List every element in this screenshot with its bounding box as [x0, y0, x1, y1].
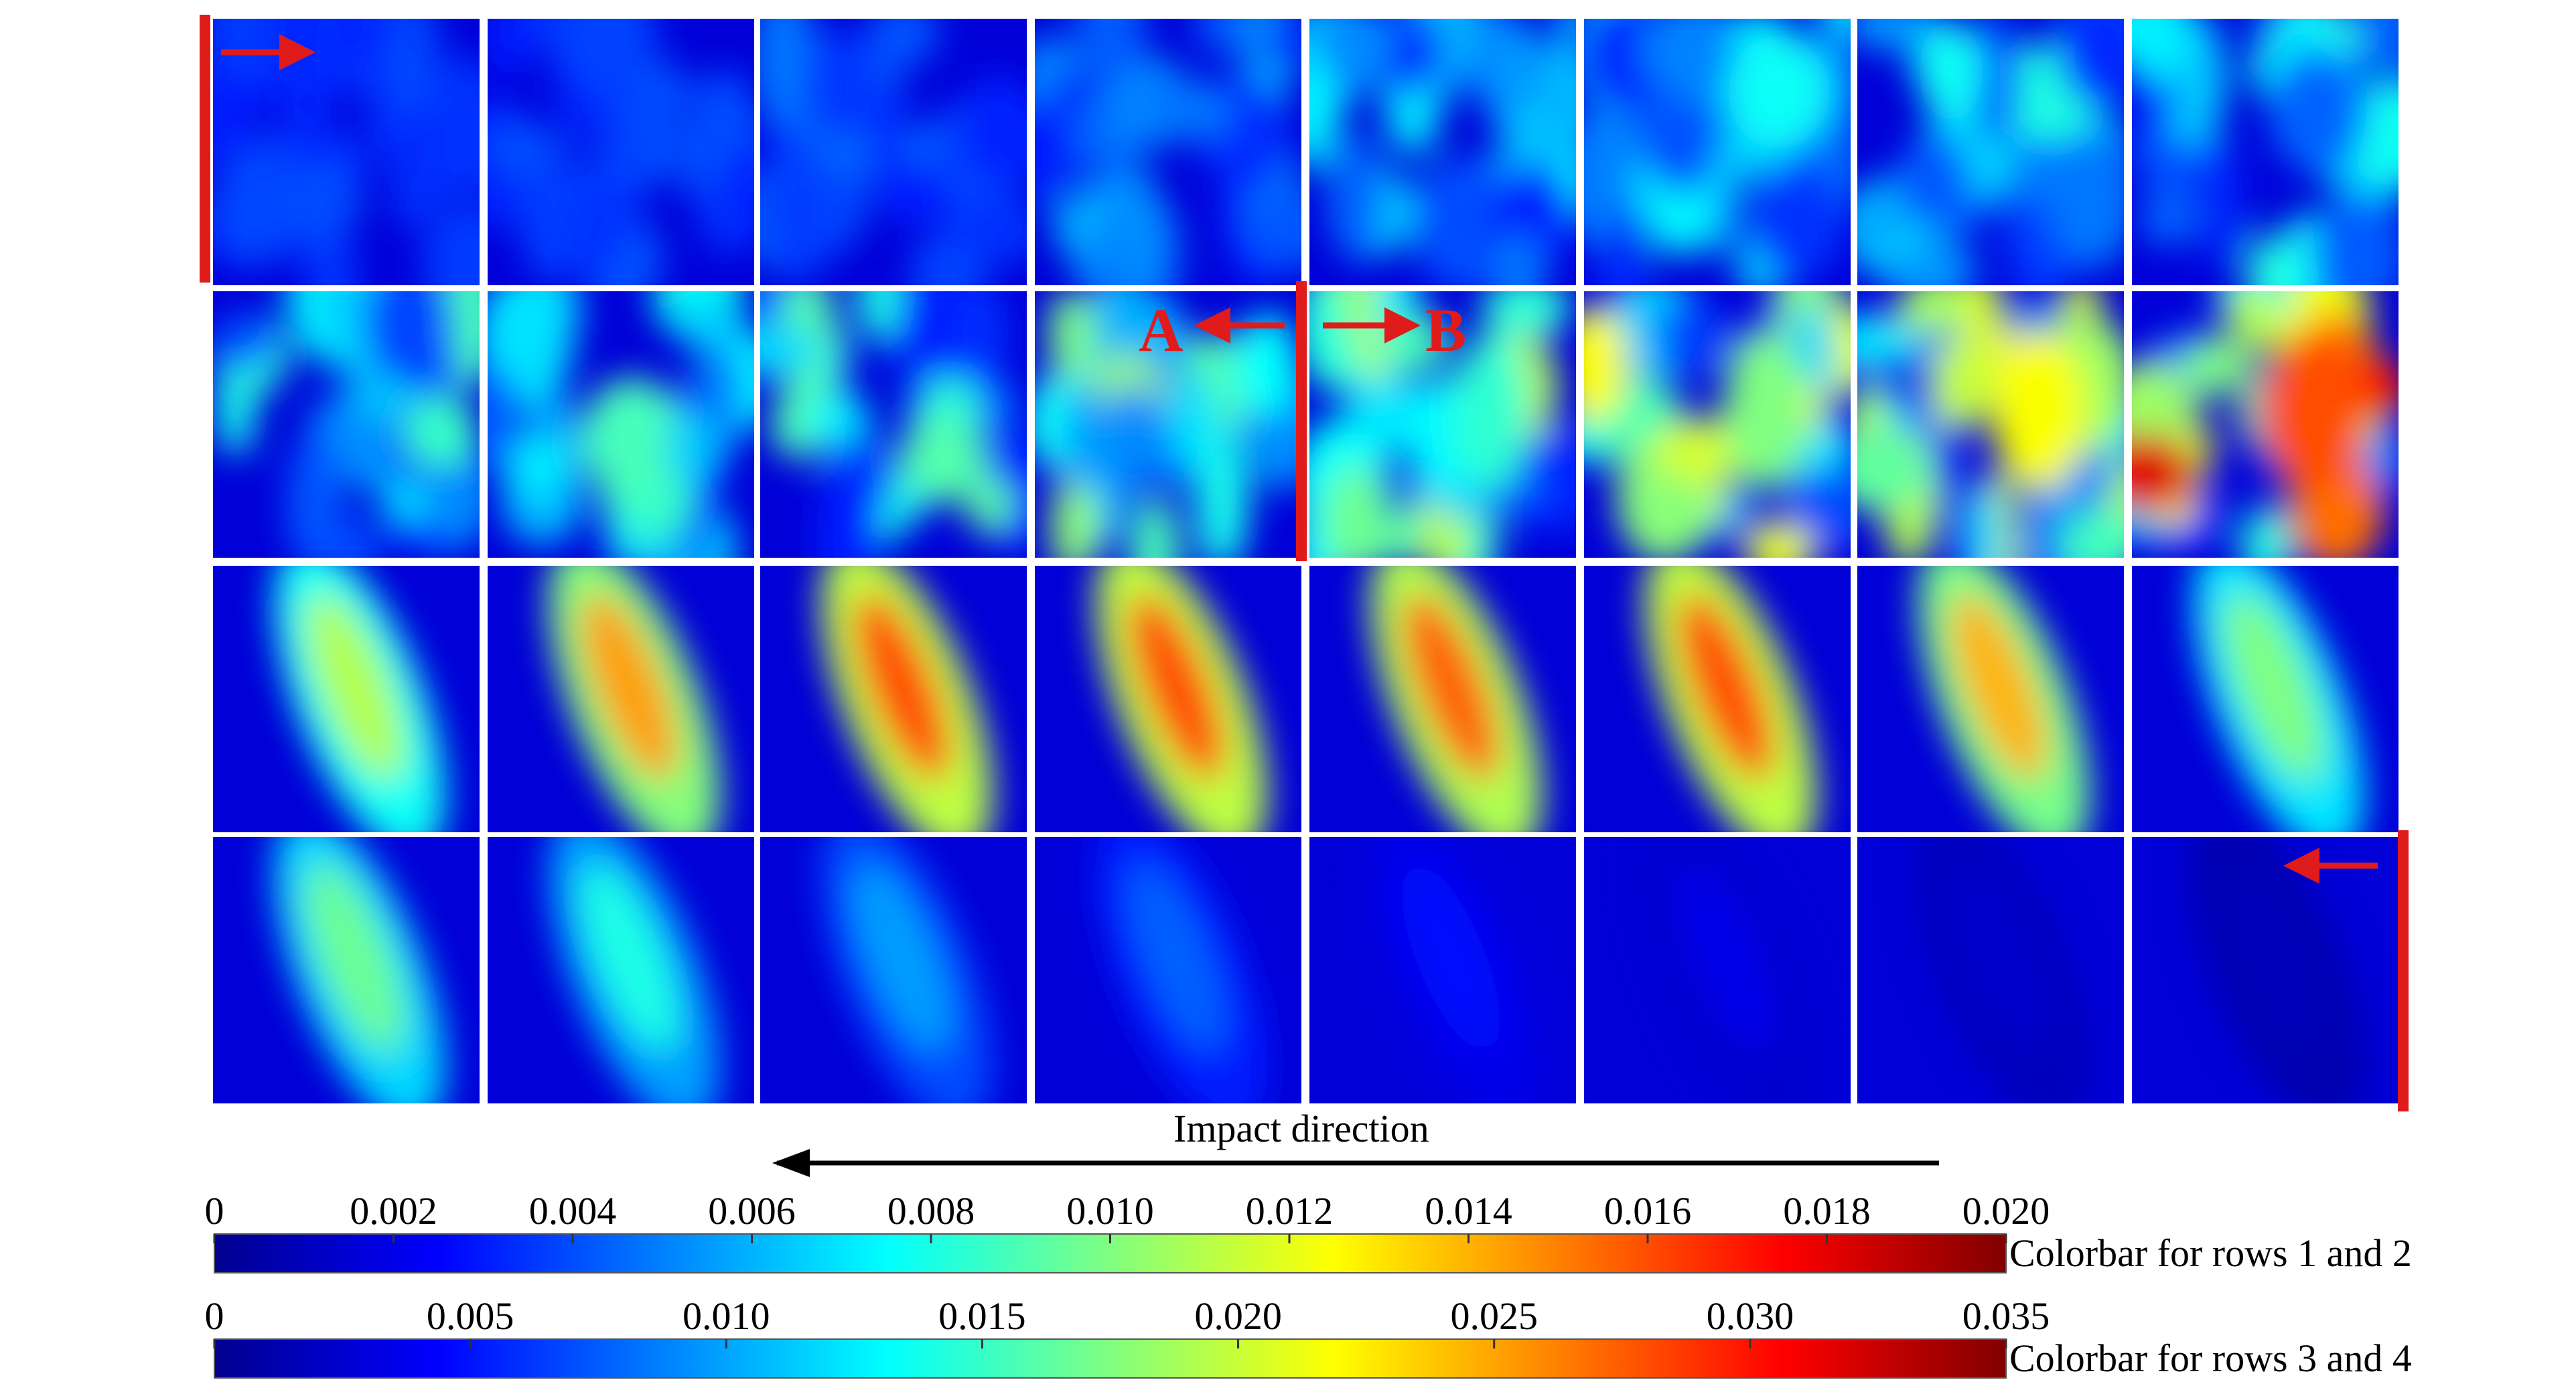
heatmap-panel	[488, 291, 754, 558]
point-b-label: B	[1425, 296, 1467, 364]
heatmap-panel	[760, 566, 1027, 832]
heatmap-panel	[1857, 837, 2124, 1103]
heatmap-panel	[2132, 19, 2399, 285]
colorbar-tick-label: 0.002	[350, 1189, 437, 1233]
heatmap-panel	[1309, 566, 1576, 832]
heatmap-panel	[760, 291, 1027, 558]
heatmap-panel	[1035, 291, 1301, 558]
colorbar-tick-label: 0.006	[708, 1189, 796, 1233]
colorbar-tick-label: 0.005	[426, 1294, 514, 1338]
heatmap-panel	[1584, 566, 1851, 832]
heatmap-panel	[1309, 19, 1576, 285]
colorbar-tick-label: 0.035	[1962, 1294, 2050, 1338]
colorbar-2-title: Colorbar for rows 3 and 4	[2009, 1336, 2412, 1380]
heatmap-panel	[760, 19, 1027, 285]
colorbar-tick-label: 0.015	[938, 1294, 1026, 1338]
heatmap-panel	[213, 837, 480, 1103]
heatmap-panel	[213, 19, 480, 285]
heatmap-panel	[1309, 837, 1576, 1103]
row4-end-marker	[2398, 830, 2409, 1111]
heatmap-panel	[760, 837, 1027, 1103]
heatmap-panel	[2132, 566, 2399, 832]
point-a-label: A	[1139, 296, 1184, 364]
colorbar-tick-label: 0.010	[683, 1294, 770, 1338]
heatmap-panel	[1857, 566, 2124, 832]
impact-direction-label: Impact direction	[1173, 1107, 1429, 1150]
row1-start-marker	[200, 15, 210, 283]
colorbar-tick-label: 0.008	[887, 1189, 975, 1233]
colorbar-tick-label: 0.020	[1962, 1189, 2050, 1233]
colorbar-tick-label: 0	[204, 1294, 224, 1338]
heatmap-panel	[1584, 837, 1851, 1103]
colorbar-tick-label: 0.025	[1450, 1294, 1538, 1338]
heatmap-panel	[488, 19, 754, 285]
heatmap-panel	[1035, 837, 1301, 1103]
heatmap-panel	[213, 291, 480, 558]
colorbar-tick-label: 0.020	[1194, 1294, 1282, 1338]
heatmap-panel	[2132, 291, 2399, 558]
colorbar-tick-label: 0.004	[528, 1189, 617, 1233]
colorbar-tick-label: 0.010	[1066, 1189, 1154, 1233]
colorbar-tick-label: 0	[204, 1189, 224, 1233]
heatmap-panel	[1857, 291, 2124, 558]
colorbar-tick-label: 0.014	[1425, 1189, 1512, 1233]
heatmap-panel	[488, 566, 754, 832]
heatmap-panel	[1584, 291, 1851, 558]
heatmap-panel	[1584, 19, 1851, 285]
heatmap-panel	[1857, 19, 2124, 285]
heatmap-panel	[1035, 19, 1301, 285]
ab-divider-marker	[1296, 281, 1307, 561]
heatmap-panel	[2132, 837, 2399, 1103]
heatmap-panel	[213, 566, 480, 832]
colorbar-tick-label: 0.016	[1603, 1189, 1692, 1233]
colorbar-tick-label: 0.030	[1706, 1294, 1794, 1338]
colorbar-tick-label: 0.012	[1245, 1189, 1334, 1233]
heatmap-panel	[1035, 566, 1301, 832]
colorbar-1-title: Colorbar for rows 1 and 2	[2009, 1231, 2412, 1275]
colorbar-tick-label: 0.018	[1783, 1189, 1871, 1233]
heatmap-panel	[488, 837, 754, 1103]
